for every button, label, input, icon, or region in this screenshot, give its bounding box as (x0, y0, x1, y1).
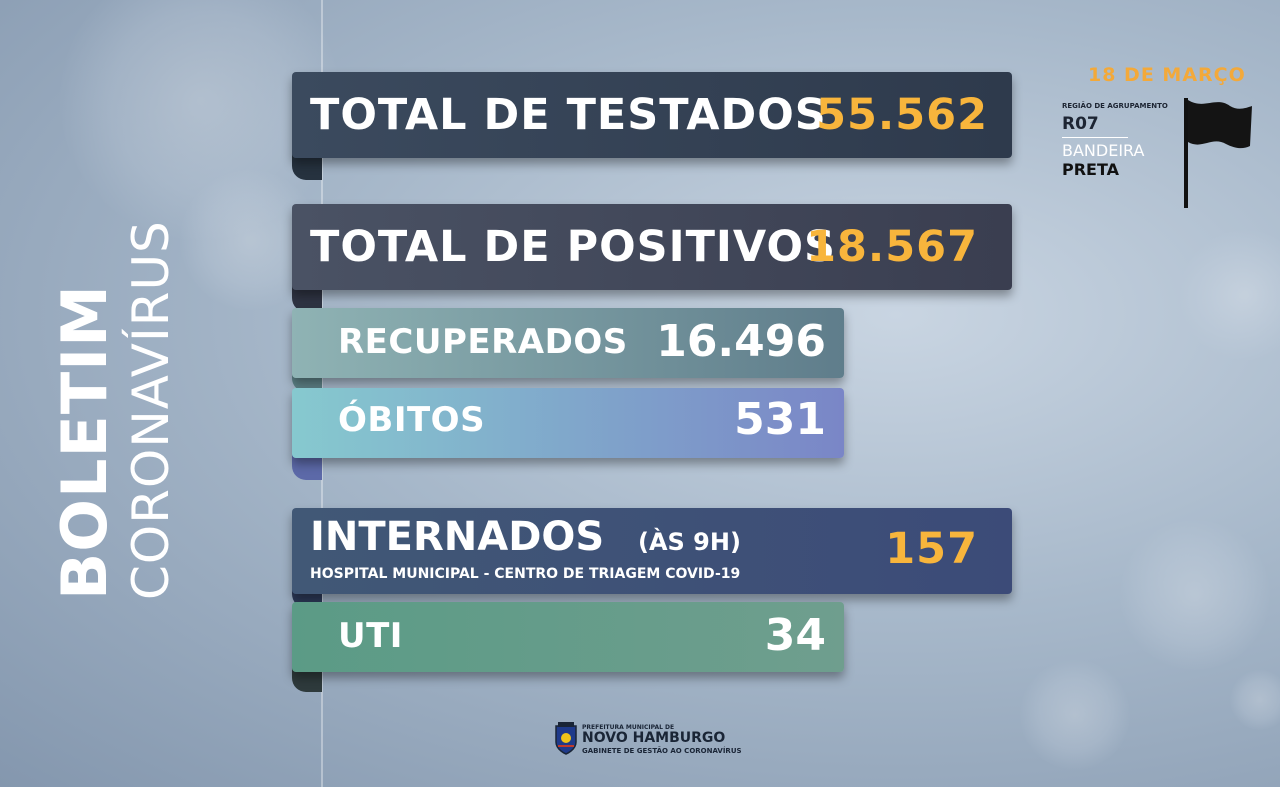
logo-line2: NOVO HAMBURGO (582, 730, 726, 746)
logo-line1: PREFEITURA MUNICIPAL DE (582, 724, 675, 731)
stat-testados-label: TOTAL DE TESTADOS (310, 90, 827, 140)
stat-testados: TOTAL DE TESTADOS 55.562 (292, 72, 1012, 158)
flag-color-label: PRETA (1062, 160, 1120, 179)
stat-positivos-label: TOTAL DE POSITIVOS (310, 222, 836, 272)
city-crest-icon (555, 722, 577, 755)
stat-internados: INTERNADOS (ÀS 9H) HOSPITAL MUNICIPAL - … (292, 508, 1012, 594)
logo-line3: GABINETE DE GESTÃO AO CORONAVÍRUS (582, 747, 742, 755)
stat-recuperados-value: 16.496 (656, 316, 826, 367)
stat-obitos-value: 531 (734, 394, 826, 445)
virus-decoration (1120, 520, 1270, 670)
report-date: 18 DE MARÇO (1088, 64, 1246, 86)
stat-positivos: TOTAL DE POSITIVOS 18.567 (292, 204, 1012, 290)
stat-recuperados: RECUPERADOS 16.496 (292, 308, 844, 378)
virus-decoration (1230, 670, 1280, 730)
side-title-bold: BOLETIM (48, 284, 121, 600)
stat-positivos-value: 18.567 (806, 222, 978, 272)
flag-word: BANDEIRA (1062, 141, 1145, 160)
region-label: REGIÃO DE AGRUPAMENTO (1062, 102, 1168, 110)
stat-internados-suffix: (ÀS 9H) (638, 528, 741, 556)
stat-obitos-label: ÓBITOS (338, 400, 486, 440)
side-title: BOLETIM CORONAVÍRUS (48, 220, 182, 600)
side-title-light: CORONAVÍRUS (122, 220, 180, 600)
stat-testados-value: 55.562 (816, 90, 988, 140)
black-flag-icon (1184, 98, 1252, 208)
virus-decoration (1020, 660, 1130, 770)
stat-recuperados-label: RECUPERADOS (338, 322, 628, 362)
stat-uti-value: 34 (764, 610, 826, 661)
stat-internados-value: 157 (885, 524, 978, 574)
stat-uti: UTI 34 (292, 602, 844, 672)
stat-uti-label: UTI (338, 616, 403, 656)
virus-decoration (1180, 230, 1280, 360)
stat-internados-subtitle: HOSPITAL MUNICIPAL - CENTRO DE TRIAGEM C… (310, 566, 741, 582)
region-divider (1062, 137, 1128, 138)
stat-internados-label: INTERNADOS (310, 514, 605, 560)
stat-obitos: ÓBITOS 531 (292, 388, 844, 458)
region-code: R07 (1062, 114, 1099, 134)
